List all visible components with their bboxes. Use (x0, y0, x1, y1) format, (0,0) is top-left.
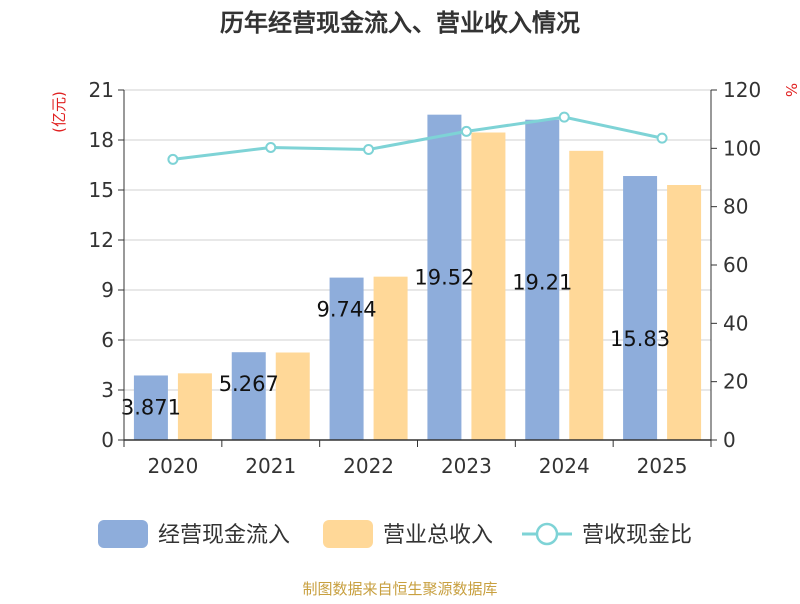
bar-total-revenue (667, 185, 702, 440)
right-axis-tick-label: 20 (723, 370, 748, 394)
bar-cash-inflow (329, 277, 364, 440)
bar-total-revenue (569, 150, 604, 441)
right-axis-tick-label: 60 (723, 253, 748, 277)
ratio-point (265, 141, 277, 153)
legend-ratio-swatch-marker (535, 522, 559, 546)
x-axis-tick-label: 2021 (245, 454, 296, 478)
bar-value-label: 5.267 (219, 372, 279, 396)
bar-value-label: 3.871 (121, 395, 181, 419)
left-axis-unit: (亿元) (50, 91, 68, 133)
bar-cash-inflow (427, 114, 462, 441)
data-labels: 3.871 5.267 9.744 19.52 19.21 15.83 (121, 266, 670, 420)
legend-cash-inflow-label: 经营现金流入 (158, 523, 290, 548)
source-note: 制图数据来自恒生聚源数据库 (302, 580, 497, 598)
left-axis-tick-label: 9 (101, 278, 114, 302)
bar-value-label: 19.52 (414, 266, 474, 290)
ratio-point (460, 125, 472, 137)
bar-cash-inflow (231, 352, 266, 440)
legend-total-revenue-label: 营业总收入 (383, 523, 493, 548)
bar-total-revenue (177, 373, 212, 440)
x-axis-tick-label: 2025 (637, 454, 688, 478)
right-axis-tick-label: 0 (723, 428, 736, 452)
x-axis-tick-label: 2024 (539, 454, 590, 478)
left-axis-tick-label: 6 (101, 328, 114, 352)
right-axis-tick-label: 40 (723, 311, 748, 335)
bars (133, 114, 702, 441)
left-axis-tick-label: 12 (89, 228, 114, 252)
ratio-point (558, 111, 570, 123)
left-axis-tick-label: 21 (89, 78, 114, 102)
legend-total-revenue-swatch (323, 520, 373, 548)
axes: 0 3 6 9 12 15 18 21 0 20 40 60 80 100 120 2020 2021 2022 2… (89, 78, 762, 478)
right-axis-tick-label: 80 (723, 195, 748, 219)
legend-ratio-label: 营收现金比 (582, 523, 692, 548)
x-axis-tick-label: 2020 (147, 454, 198, 478)
bar-value-label: 15.83 (610, 327, 670, 351)
bar-value-label: 9.744 (317, 298, 377, 322)
bar-total-revenue (471, 132, 506, 440)
legend-cash-inflow-swatch (98, 520, 148, 548)
bar-cash-inflow (525, 119, 560, 440)
bar-value-label: 19.21 (512, 271, 572, 295)
ratio-line (167, 111, 668, 165)
bar-cash-inflow (623, 176, 658, 440)
bar-total-revenue (275, 352, 310, 440)
ratio-point (656, 132, 668, 144)
ratio-point (167, 153, 179, 165)
left-axis-tick-label: 15 (89, 178, 114, 202)
right-axis-tick-label: 120 (723, 78, 761, 102)
chart-title: 历年经营现金流入、营业收入情况 (220, 9, 580, 37)
legend: 经营现金流入 营业总收入 营收现金比 (98, 520, 692, 548)
left-axis-tick-label: 18 (89, 128, 114, 152)
right-axis-tick-label: 100 (723, 136, 761, 160)
left-axis-tick-label: 0 (101, 428, 114, 452)
bar-cash-inflow (133, 375, 168, 440)
left-axis-tick-label: 3 (101, 378, 114, 402)
x-axis-tick-label: 2022 (343, 454, 394, 478)
x-axis-tick-label: 2023 (441, 454, 492, 478)
bar-total-revenue (373, 276, 408, 440)
ratio-point (363, 144, 375, 155)
ratio-line-path (172, 115, 663, 161)
right-axis-unit: % (782, 83, 800, 97)
